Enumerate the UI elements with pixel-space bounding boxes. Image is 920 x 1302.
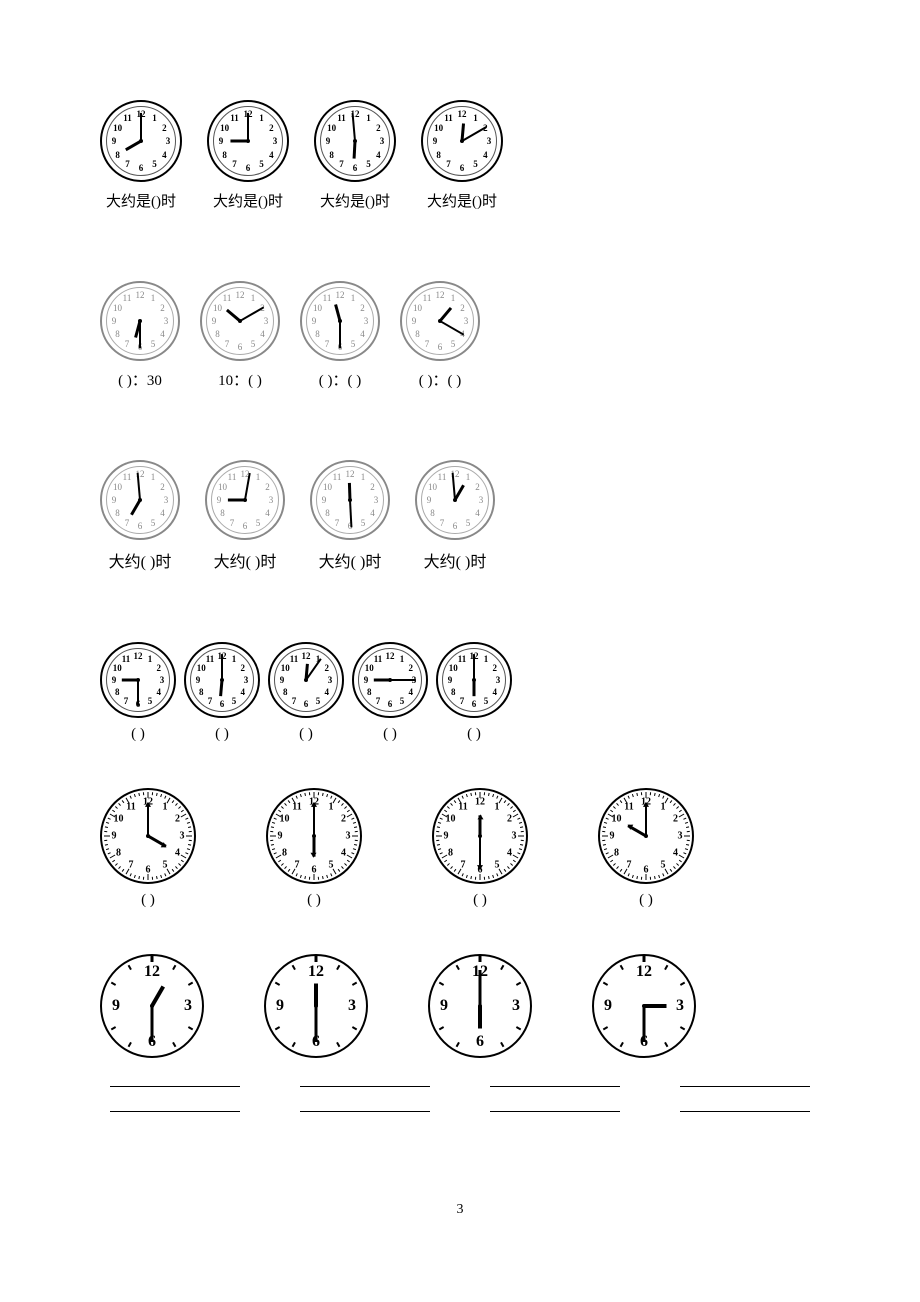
clock-item: 123456789101112 ( )：( ) — [400, 281, 480, 390]
clock: 123456789101112 — [207, 100, 289, 182]
clock: 123456789101112 — [205, 460, 285, 540]
answer-blank — [110, 1093, 240, 1112]
clock-caption: 大约是()时 — [213, 190, 283, 211]
clock: 36912 — [592, 954, 696, 1058]
clock-caption: ( ) — [467, 726, 481, 743]
clock: 123456789101112 — [268, 642, 344, 718]
clock: 123456789101112 — [100, 642, 176, 718]
clock: 123456789101112 — [266, 788, 362, 884]
clock-item: 36912 — [592, 954, 696, 1058]
answer-blank — [490, 1068, 620, 1087]
clock: 123456789101112 — [314, 100, 396, 182]
clock-item: 123456789101112 大约是()时 — [100, 100, 182, 211]
clock-item: 123456789101112 ( ) — [266, 788, 362, 909]
clock: 123456789101112 — [352, 642, 428, 718]
clock-item: 123456789101112 ( )：30 — [100, 281, 180, 390]
clock: 123456789101112 — [436, 642, 512, 718]
answer-blank — [680, 1093, 810, 1112]
clock-caption: 大约( )时 — [424, 548, 487, 572]
clock-caption: ( ) — [383, 726, 397, 743]
clock-row: 123456789101112 大约( )时 123456789101112 大约( … — [100, 460, 820, 572]
clock: 123456789101112 — [100, 100, 182, 182]
clock-row: 36912 36912 36912 36912 — [100, 954, 820, 1058]
answer-blank — [300, 1093, 430, 1112]
clock: 123456789101112 — [598, 788, 694, 884]
clock-item: 36912 — [100, 954, 204, 1058]
clock-caption: ( )：( ) — [419, 369, 461, 390]
clock-row: 123456789101112( )123456789101112( )1234… — [100, 788, 820, 909]
clock: 123456789101112 — [200, 281, 280, 361]
clock-item: 123456789101112 ( ) — [184, 642, 260, 743]
clock-caption: 大约是()时 — [427, 190, 497, 211]
clock: 123456789101112 — [300, 281, 380, 361]
answer-underline-row — [110, 1068, 820, 1087]
clock-item: 123456789101112 ( ) — [100, 642, 176, 743]
clock-item: 123456789101112 大约( )时 — [415, 460, 495, 572]
clock-item: 123456789101112 ( ) — [352, 642, 428, 743]
answer-blank — [490, 1093, 620, 1112]
clock-item: 123456789101112 大约( )时 — [310, 460, 390, 572]
clock-caption: ( )：( ) — [319, 369, 361, 390]
clock-caption: 大约( )时 — [319, 548, 382, 572]
clock-item: 36912 — [264, 954, 368, 1058]
clock-row: 123456789101112( )123456789101112( )1234… — [100, 642, 820, 743]
clock-item: 123456789101112 大约( )时 — [205, 460, 285, 572]
clock-caption: ( ) — [299, 726, 313, 743]
clock-caption: ( ) — [215, 726, 229, 743]
clock-caption: ( )：30 — [118, 369, 162, 390]
answer-underline-row — [110, 1093, 820, 1112]
clock-caption: ( ) — [307, 892, 321, 909]
clock: 123456789101112 — [310, 460, 390, 540]
clock: 123456789101112 — [100, 788, 196, 884]
clock-caption: ( ) — [639, 892, 653, 909]
clock-item: 123456789101112 ( )：( ) — [300, 281, 380, 390]
clock-caption: 大约( )时 — [214, 548, 277, 572]
clock-item: 123456789101112 ( ) — [432, 788, 528, 909]
clock-item: 123456789101112 大约( )时 — [100, 460, 180, 572]
clock: 36912 — [264, 954, 368, 1058]
clock-row: 123456789101112 大约是()时 123456789101112 大约是(… — [100, 100, 820, 211]
clock-caption: 大约是()时 — [320, 190, 390, 211]
answer-blank — [110, 1068, 240, 1087]
clock-item: 123456789101112 ( ) — [268, 642, 344, 743]
answer-blank — [680, 1068, 810, 1087]
clock-item: 123456789101112 10：( ) — [200, 281, 280, 390]
clock-caption: 大约是()时 — [106, 190, 176, 211]
clock-item: 123456789101112 ( ) — [100, 788, 196, 909]
clock: 36912 — [428, 954, 532, 1058]
clock: 123456789101112 — [100, 281, 180, 361]
clock: 123456789101112 — [432, 788, 528, 884]
clock-caption: ( ) — [141, 892, 155, 909]
clock: 123456789101112 — [400, 281, 480, 361]
answer-blank — [300, 1068, 430, 1087]
clock: 123456789101112 — [100, 460, 180, 540]
clock-item: 123456789101112 大约是()时 — [314, 100, 396, 211]
clock-item: 123456789101112 ( ) — [436, 642, 512, 743]
clock-item: 36912 — [428, 954, 532, 1058]
clock-item: 123456789101112 大约是()时 — [421, 100, 503, 211]
clock: 123456789101112 — [184, 642, 260, 718]
clock: 123456789101112 — [415, 460, 495, 540]
clock: 36912 — [100, 954, 204, 1058]
clock-caption: 大约( )时 — [109, 548, 172, 572]
page-number: 3 — [100, 1202, 820, 1218]
clock-caption: ( ) — [131, 726, 145, 743]
clock: 123456789101112 — [421, 100, 503, 182]
clock-caption: ( ) — [473, 892, 487, 909]
clock-caption: 10：( ) — [218, 369, 262, 390]
clock-item: 123456789101112 ( ) — [598, 788, 694, 909]
clock-row: 123456789101112 ( )：30 123456789101112 10：(… — [100, 281, 820, 390]
clock-item: 123456789101112 大约是()时 — [207, 100, 289, 211]
